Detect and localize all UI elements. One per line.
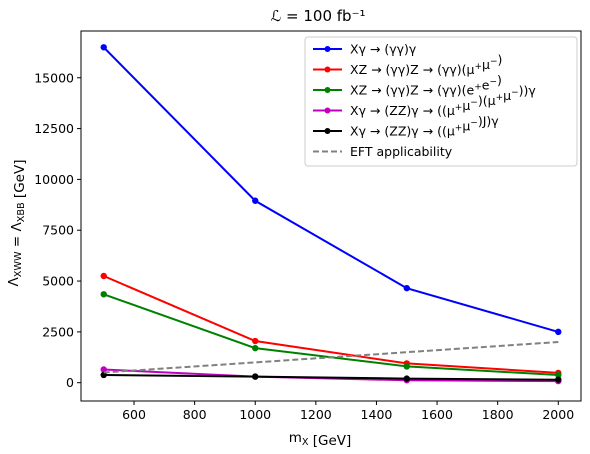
y-axis: 0 2500 5000 7500 10000 12500 15000 [34,70,81,390]
series-point-2 [252,344,259,352]
legend-marker [324,46,331,52]
x-axis: 600 800 1000 1200 1400 1600 1800 2000 [122,401,574,422]
series-line-4 [103,374,559,381]
y-tick-label: 2500 [42,324,74,339]
legend: Xγ → (γγ)γXZ → (γγ)Z → (γγ)(μ+μ−)XZ → (γ… [304,36,578,167]
legend-marker [324,128,331,134]
series-point-0 [252,197,259,204]
series-line-1 [103,275,559,374]
legend-label: Xγ → (ZZ)γ → ((μ+μ−)J)γ [350,114,499,139]
series-point-4 [403,375,410,382]
series-point-0 [555,328,562,336]
series-point-2 [555,371,562,379]
series-line-2 [103,293,559,376]
series-point-0 [100,44,107,51]
y-axis-label: ΛXWW = ΛXBB [GeV] [6,160,28,287]
series-layer [100,44,562,385]
series-point-3 [100,366,107,373]
x-tick-label: 1800 [482,407,514,422]
series-point-1 [252,337,259,345]
legend-label: Xγ → (ZZ)γ → ((μ+μ−)(μ+μ−))γ [350,83,536,118]
x-tick-label: 1200 [300,407,332,422]
y-tick-label: 5000 [42,274,74,289]
legend-marker [324,107,331,114]
legend-label: EFT applicability [350,144,453,159]
series-point-2 [403,363,410,370]
x-tick-label: 1600 [421,407,453,422]
plot-area [80,30,582,402]
y-tick-label: 12500 [34,121,74,136]
legend-label: Xγ → (γγ)γ [350,42,417,57]
series-point-2 [100,291,107,298]
plot-frame [80,30,582,402]
series-point-4 [555,376,562,383]
x-tick-label: 1400 [361,407,393,422]
series-line-5 [103,341,559,374]
legend-label: XZ → (γγ)Z → (γγ)(μ+μ−) [350,52,502,77]
legend-box [304,36,578,167]
series-point-0 [403,284,410,292]
x-axis-label: mX [GeV] [289,430,352,449]
legend-label: XZ → (γγ)Z → (γγ)(e+e−) [350,73,502,98]
x-tick-label: 2000 [542,407,574,422]
legend-marker [324,87,331,93]
series-line-0 [102,46,559,333]
legend-marker [324,66,331,73]
x-tick-label: 800 [183,407,207,422]
x-tick-label: 1000 [239,407,271,422]
x-tick-label: 600 [122,407,146,422]
y-tick-label: 0 [66,375,74,390]
y-tick-label: 10000 [34,172,74,187]
series-point-1 [100,272,107,280]
series-point-4 [252,373,259,380]
chart-title: ℒ = 100 fb⁻¹ [270,7,365,25]
y-tick-label: 15000 [34,70,74,85]
y-tick-label: 7500 [42,223,74,238]
